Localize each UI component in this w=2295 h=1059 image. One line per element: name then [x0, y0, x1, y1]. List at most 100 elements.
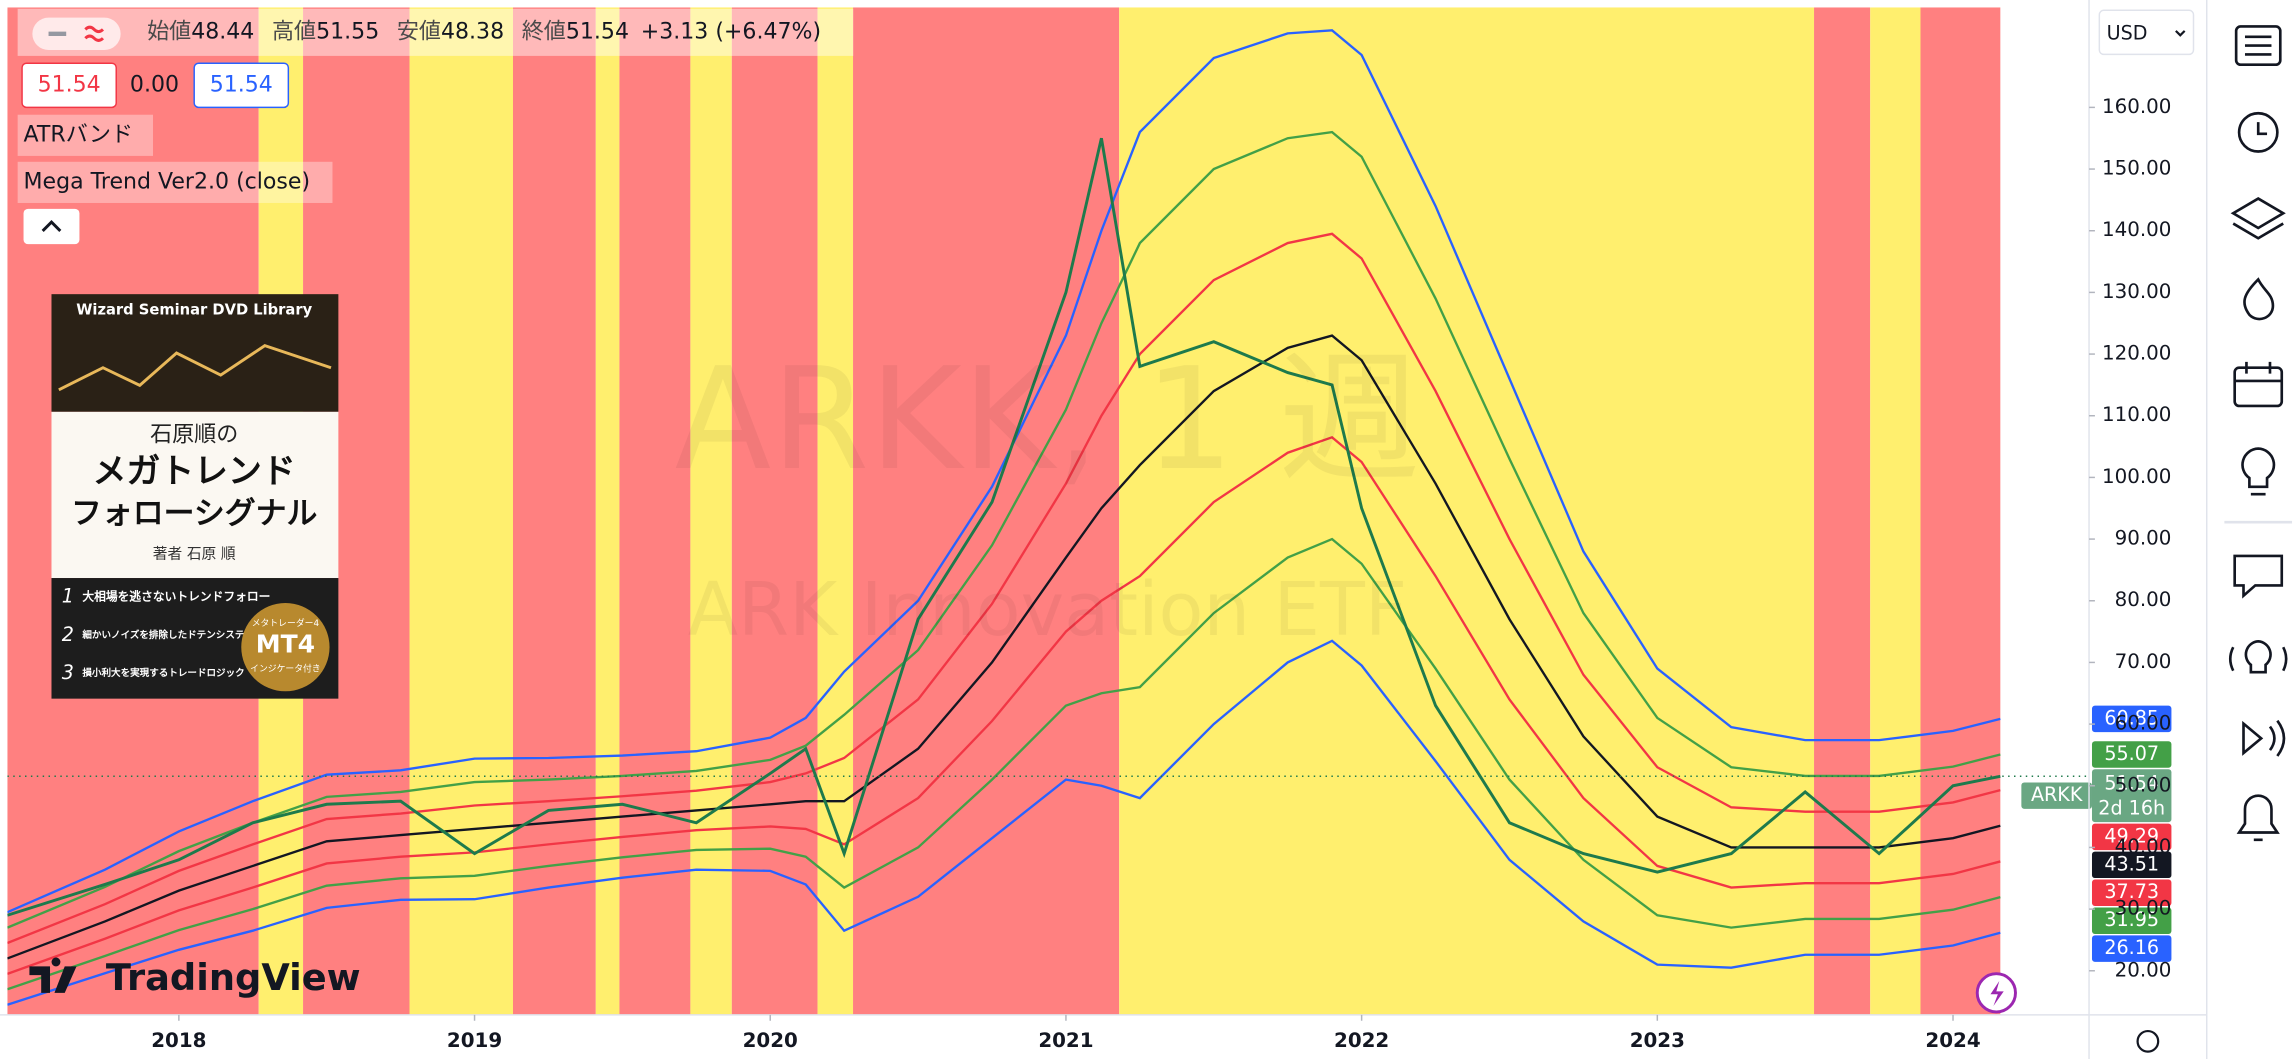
ad-cover — [51, 411, 339, 579]
price-tag-label: 51.54 — [2104, 771, 2159, 794]
ad-badge-top: メタトレーダー4 — [252, 617, 320, 629]
ad-library: Wizard Seminar DVD Library — [76, 301, 312, 318]
notifications-button[interactable] — [2236, 794, 2280, 842]
ad-badge-text: MT4 — [256, 630, 315, 659]
indicator-background — [17, 161, 333, 203]
chevron-up-icon — [41, 220, 62, 232]
series-line — [7, 137, 2001, 917]
y-tick-label: 80.00 — [2115, 588, 2172, 611]
calendar-button[interactable] — [2233, 366, 2284, 408]
y-tick-label: 90.00 — [2115, 527, 2172, 550]
series-line — [7, 232, 2001, 945]
series-line — [7, 435, 2001, 975]
y-tick-label: 160.00 — [2102, 95, 2171, 118]
price-change: +3.13 (+6.47%) — [641, 19, 821, 44]
y-tick-label: 70.00 — [2115, 650, 2172, 673]
y-tick-label: 140.00 — [2102, 218, 2171, 241]
trend-regime — [409, 7, 513, 1015]
buy-box[interactable] — [193, 62, 290, 109]
indicator-label[interactable]: ATRバンド — [24, 122, 133, 147]
ohlc-label: 始値 — [147, 19, 191, 44]
x-tick-label: 2021 — [1038, 1029, 1093, 1052]
y-tick-label: 120.00 — [2102, 342, 2171, 365]
trend-regime — [731, 7, 818, 1015]
sell-box[interactable] — [21, 62, 117, 109]
ohlc-value: 51.55 — [316, 19, 379, 44]
price-tag-label: 60.85 — [2104, 706, 2159, 729]
price-tag-label: 37.73 — [2104, 880, 2159, 903]
y-tick-label: 150.00 — [2102, 157, 2171, 180]
trend-regime — [595, 7, 620, 1015]
ad-badge — [241, 603, 330, 692]
visibility-toggle[interactable] — [32, 17, 121, 51]
dropdown-icon — [2175, 30, 2186, 37]
layers-button[interactable] — [2230, 197, 2286, 240]
list-icon — [2244, 35, 2272, 56]
series-line — [7, 130, 2001, 929]
watermark-subtitle: ARK Innovation ETF — [688, 568, 1407, 653]
ad-title: メガトレンド — [93, 451, 296, 491]
ad-graphic — [58, 344, 332, 392]
countdown: 2d 16h — [2098, 796, 2165, 819]
advertisement[interactable]: Wizard Seminar DVD Library 石原順の メガトレンド フ… — [51, 294, 339, 699]
alarm-button[interactable] — [2237, 111, 2279, 153]
ad-title: 石原順の — [150, 422, 238, 447]
y-tick-label: 20.00 — [2115, 958, 2172, 981]
series-line — [7, 29, 2001, 914]
price-tag — [2091, 823, 2172, 851]
y-tick-label: 100.00 — [2102, 465, 2171, 488]
ohlc-label: 安値 — [397, 19, 441, 44]
y-tick-label: 130.00 — [2102, 280, 2171, 303]
y-tick-label: 40.00 — [2115, 835, 2172, 858]
logo-text: TradingView — [106, 956, 361, 999]
x-tick-label: 2018 — [151, 1029, 206, 1052]
currency-selector[interactable] — [2098, 9, 2195, 56]
series-line — [7, 537, 2001, 991]
ad-point-number: 2 — [62, 623, 74, 646]
ad-author: 著者 石原 順 — [153, 546, 236, 563]
ad-badge-bottom: インジケータ付き — [250, 664, 321, 675]
price-tag — [2091, 851, 2172, 879]
chat-button[interactable] — [2233, 554, 2284, 599]
ideas-button[interactable] — [2241, 447, 2276, 496]
currency-label: USD — [2107, 21, 2148, 44]
hotlist-button[interactable] — [2243, 277, 2275, 321]
trend-regime — [1814, 7, 1871, 1015]
price-tag-label: 26.16 — [2104, 936, 2159, 959]
collapse-button[interactable] — [23, 208, 80, 245]
settings-button[interactable] — [2136, 1029, 2160, 1053]
price-tag-label: 49.29 — [2104, 824, 2159, 847]
trend-regime — [817, 7, 854, 1015]
ad-point: 細かいノイズを排除したドテンシステムを採用 — [82, 629, 282, 641]
streams-button[interactable] — [2228, 639, 2288, 674]
trend-regime — [512, 7, 596, 1015]
price-tag — [2091, 705, 2172, 733]
ad-point: 損小利大を実現するトレードロジック — [82, 667, 244, 679]
ohlc-label: 終値 — [522, 19, 566, 44]
price-tag — [2091, 741, 2172, 768]
x-tick-label: 2019 — [447, 1029, 502, 1052]
watchlist-button[interactable] — [2234, 25, 2282, 67]
trend-regime — [619, 7, 691, 1015]
tradingview-logo[interactable]: TradingView — [29, 956, 361, 999]
ad-point-number: 3 — [62, 661, 74, 684]
price-tag — [2091, 769, 2172, 823]
clock-icon — [2256, 122, 2268, 136]
legend-background — [17, 8, 854, 56]
price-tag — [2091, 907, 2172, 934]
y-tick-label: 60.00 — [2115, 712, 2172, 735]
trend-regime — [1920, 7, 2001, 1015]
calendar-icon — [2234, 361, 2282, 383]
price-tag-label: 55.07 — [2104, 742, 2159, 765]
y-tick-label: 110.00 — [2102, 403, 2171, 426]
ohlc-legend: 始値48.44 高値51.55 安値48.38 終値51.54 +3.13 (+6.47… — [147, 19, 821, 44]
price-tag-label: 43.51 — [2104, 852, 2159, 875]
broadcast-button[interactable] — [2242, 719, 2286, 757]
series-line — [7, 639, 2001, 1006]
watermark: ARKK, 1 週 — [675, 338, 1421, 502]
trend-regime — [690, 7, 732, 1015]
indicator-label[interactable]: Mega Trend Ver2.0 (close) — [24, 169, 311, 194]
compare-icon — [84, 25, 105, 42]
ohlc-value: 51.54 — [566, 19, 629, 44]
logo-icon — [29, 957, 77, 993]
